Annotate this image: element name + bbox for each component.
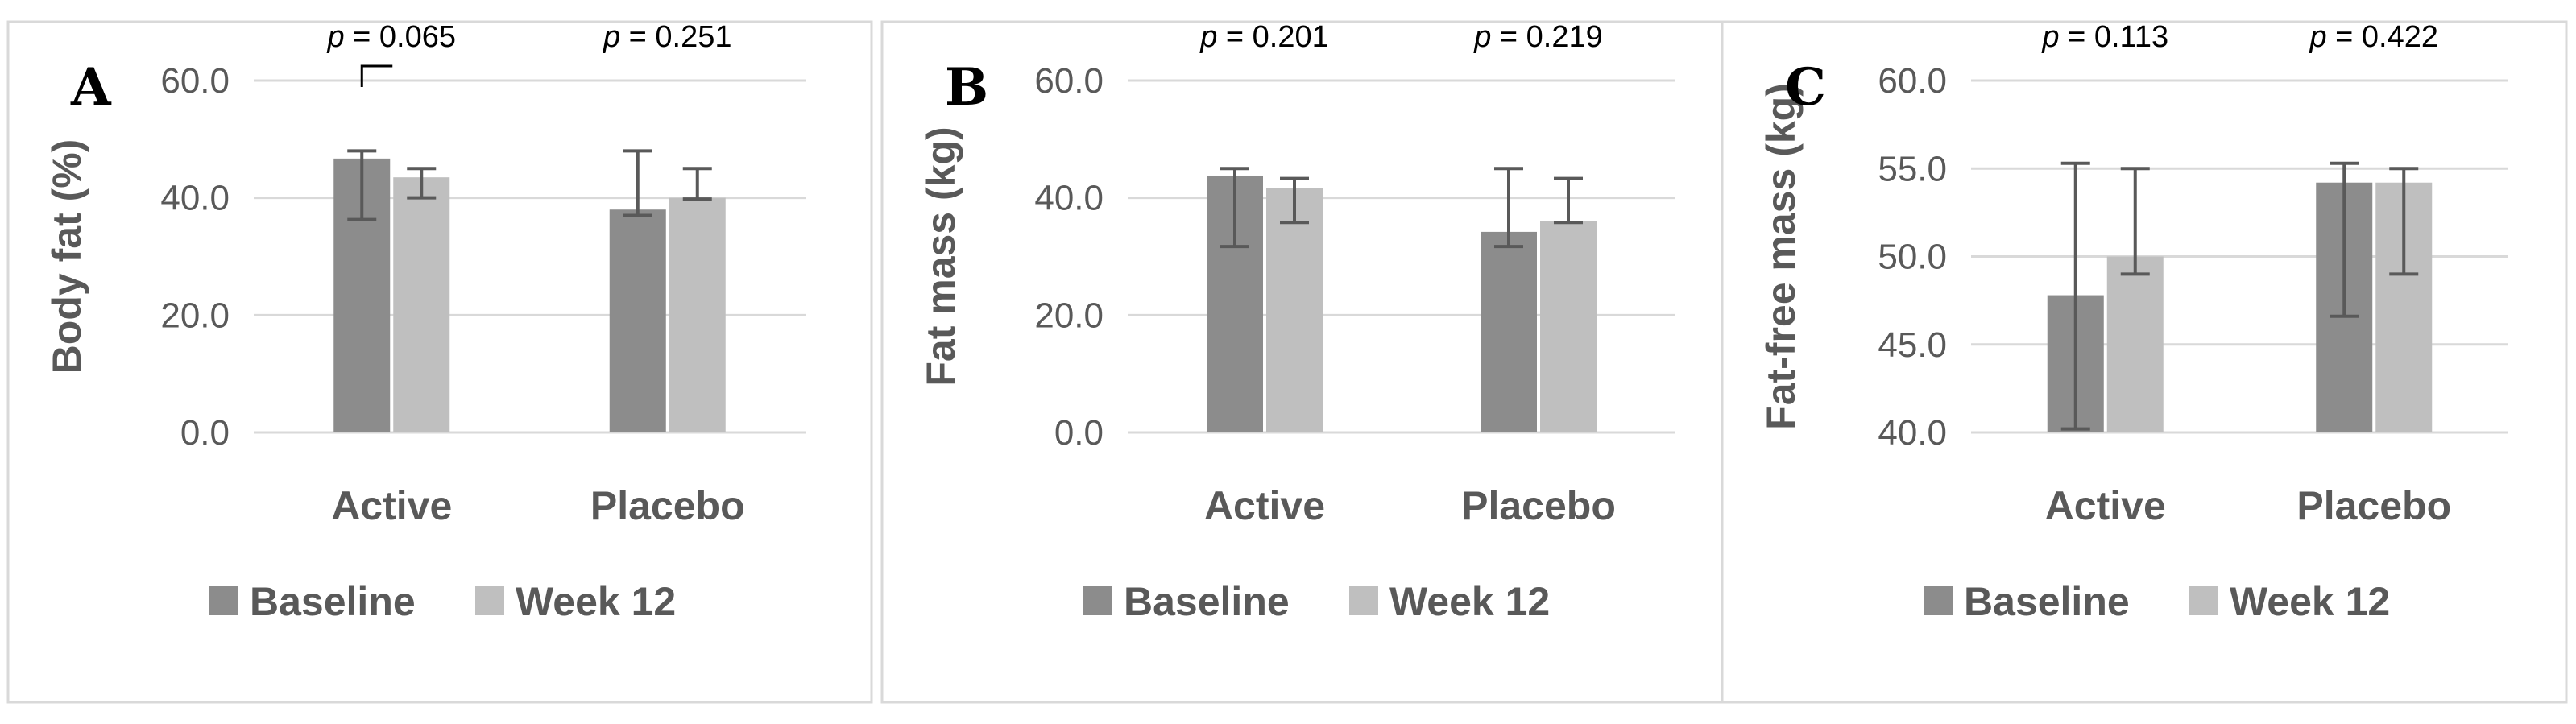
y-axis-title: Body fat (%): [44, 139, 89, 374]
y-tick-label: 40.0: [1034, 179, 1104, 218]
p-symbol: p: [2041, 20, 2059, 54]
p-symbol: p: [326, 20, 344, 54]
legend-label: Baseline: [250, 579, 416, 624]
legend-label: Week 12: [1389, 579, 1550, 624]
legend-label: Week 12: [2230, 579, 2390, 624]
legend-swatch-baseline: [1924, 586, 1953, 615]
bar-baseline-placebo: [609, 209, 666, 432]
p-symbol: p: [2309, 20, 2326, 54]
p-value: = 0.251: [620, 20, 731, 54]
legend-label: Week 12: [516, 579, 676, 624]
legend-swatch-week-12: [475, 586, 504, 615]
bar-week-12-active: [1266, 188, 1323, 432]
y-tick-label: 50.0: [1878, 238, 1947, 277]
y-tick-label: 60.0: [1034, 61, 1104, 101]
bar-week-12-active: [393, 177, 450, 433]
y-axis-title: Fat-free mass (kg): [1758, 83, 1804, 430]
panel-letter: A: [70, 57, 112, 118]
y-tick-label: 0.0: [180, 413, 230, 453]
y-tick-label: 45.0: [1878, 325, 1947, 365]
y-tick-label: 40.0: [160, 179, 230, 218]
bar-week-12-placebo: [1540, 221, 1597, 432]
p-symbol: p: [1473, 20, 1491, 54]
y-tick-label: 60.0: [160, 61, 230, 101]
x-category-label: Active: [2045, 483, 2166, 528]
y-tick-label: 55.0: [1878, 149, 1947, 188]
chart-panel-a: 0.0 20.0 40.0 60.0 Body fat (%) Active p = 0.0…: [6, 20, 873, 704]
legend-swatch-baseline: [1083, 586, 1112, 615]
p-value: = 0.113: [2060, 20, 2169, 54]
x-category-label: Placebo: [590, 483, 745, 528]
p-value: = 0.065: [345, 20, 456, 54]
p-value: = 0.219: [1491, 20, 1602, 54]
legend-label: Baseline: [1124, 579, 1290, 624]
p-value-label: p = 0.219: [1473, 20, 1603, 54]
p-value: = 0.422: [2327, 20, 2438, 54]
chart-panel-c: 40.0 45.0 50.0 55.0 60.0 Fat-free mass (kg) Ac…: [1721, 20, 2568, 704]
bar-week-12-active: [2106, 256, 2164, 432]
legend-swatch-baseline: [209, 586, 238, 615]
y-tick-label: 20.0: [1034, 296, 1104, 335]
significance-bracket: [360, 64, 393, 87]
x-category-label: Placebo: [1461, 483, 1616, 528]
legend-label: Baseline: [1964, 579, 2130, 624]
panel-letter: C: [1785, 57, 1826, 118]
p-value-label: p = 0.201: [1199, 20, 1329, 54]
x-category-label: Placebo: [2296, 483, 2451, 528]
p-value-label: p = 0.113: [2041, 20, 2168, 54]
bar-week-12-placebo: [669, 197, 726, 432]
p-value-label: p = 0.422: [2309, 20, 2438, 54]
legend-swatch-week-12: [1349, 586, 1378, 615]
p-value: = 0.201: [1217, 20, 1328, 54]
x-category-label: Active: [1204, 483, 1325, 528]
p-value-label: p = 0.251: [603, 20, 732, 54]
y-tick-label: 60.0: [1878, 61, 1947, 101]
y-tick-label: 40.0: [1878, 413, 1947, 453]
y-tick-label: 20.0: [160, 296, 230, 335]
y-axis-title: Fat mass (kg): [918, 126, 963, 386]
bar-baseline-placebo: [1481, 231, 1537, 432]
legend-swatch-week-12: [2189, 586, 2218, 615]
panel-letter: B: [945, 57, 988, 118]
p-value-label: p = 0.065: [326, 20, 456, 54]
p-symbol: p: [603, 20, 620, 54]
p-symbol: p: [1199, 20, 1217, 54]
x-category-label: Active: [331, 483, 452, 528]
chart-panel-b: 0.0 20.0 40.0 60.0 Fat mass (kg) Active p = 0.…: [880, 20, 1746, 704]
y-tick-label: 0.0: [1054, 413, 1104, 453]
